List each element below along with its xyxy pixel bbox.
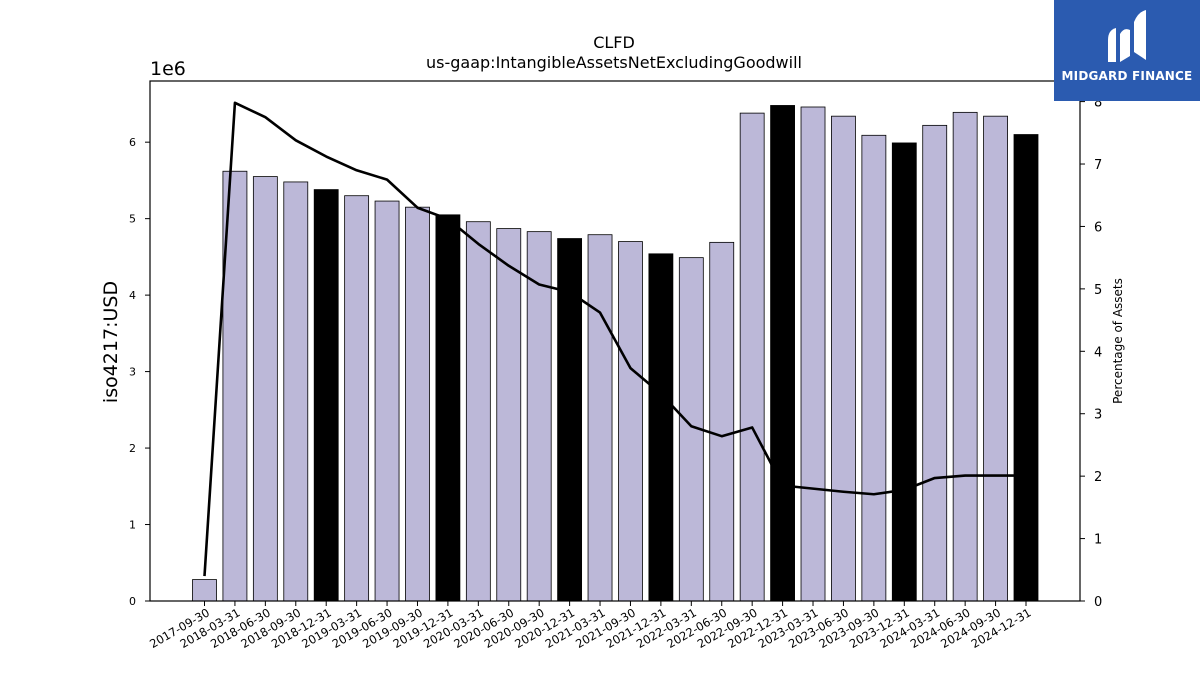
y-tick-label-3: 3: [129, 366, 136, 379]
bar-2022-06-30: [709, 241, 735, 602]
chart-subtitle: us-gaap:IntangibleAssetsNetExcludingGood…: [426, 53, 802, 72]
logo-text: MIDGARD FINANCE: [1061, 69, 1193, 83]
y-tick-label-1: 1: [129, 519, 136, 532]
chart-title: CLFD: [593, 33, 635, 52]
brand-logo: MIDGARD FINANCE: [1054, 0, 1200, 101]
y-exponent-label: 1e6: [150, 58, 186, 80]
y-tick-label-5: 5: [129, 213, 136, 226]
bar-2018-09-30: [283, 181, 309, 602]
bar-2018-06-30: [252, 176, 278, 602]
bar-2018-12-31: [313, 189, 339, 602]
percentage-line: [203, 101, 1026, 577]
bar-2022-09-30: [739, 112, 765, 602]
bar-2023-03-31: [800, 106, 826, 602]
bar-2024-03-31: [922, 124, 948, 602]
y2-tick-label-5: 5: [1094, 283, 1102, 298]
plot-frame: [149, 80, 1081, 602]
bar-2024-12-31: [1013, 134, 1039, 602]
y-tick-label-6: 6: [129, 136, 136, 149]
y-axis-label: iso4217:USD: [100, 281, 122, 403]
bar-2017-09-30: [192, 579, 217, 602]
y2-tick-label-8: 8: [1094, 96, 1102, 111]
y2-tick-label-7: 7: [1094, 158, 1102, 173]
bar-2023-06-30: [831, 115, 856, 602]
bar-2021-09-30: [618, 241, 643, 602]
bar-2021-12-31: [648, 253, 674, 602]
y2-tick-label-6: 6: [1094, 220, 1102, 235]
bar-2023-09-30: [861, 134, 887, 602]
bar-2020-03-31: [465, 221, 491, 602]
bar-2024-06-30: [952, 111, 978, 602]
y2-tick-label-0: 0: [1094, 595, 1102, 610]
bar-2019-09-30: [405, 206, 430, 602]
bar-2022-12-31: [770, 105, 795, 602]
bar-2019-06-30: [374, 200, 400, 602]
bars-group: [192, 105, 1039, 602]
y2-tick-label-4: 4: [1094, 345, 1102, 360]
bar-2020-06-30: [496, 228, 522, 602]
y2-tick-label-2: 2: [1094, 470, 1102, 485]
y2-axis-label: Percentage of Assets: [1111, 278, 1125, 404]
logo-mark-icon: [1108, 10, 1146, 63]
y-tick-label-4: 4: [129, 289, 136, 302]
bar-2019-03-31: [344, 195, 370, 602]
y2-tick-label-1: 1: [1094, 533, 1102, 548]
y-tick-label-2: 2: [129, 442, 136, 455]
bar-2020-09-30: [526, 231, 552, 602]
y2-tick-label-3: 3: [1094, 408, 1102, 423]
line-group: [203, 101, 1026, 577]
bar-2021-03-31: [587, 234, 613, 602]
y-tick-label-0: 0: [129, 595, 136, 608]
bar-2019-12-31: [435, 214, 461, 602]
bar-2023-12-31: [891, 142, 917, 602]
bar-2024-09-30: [983, 115, 1008, 602]
